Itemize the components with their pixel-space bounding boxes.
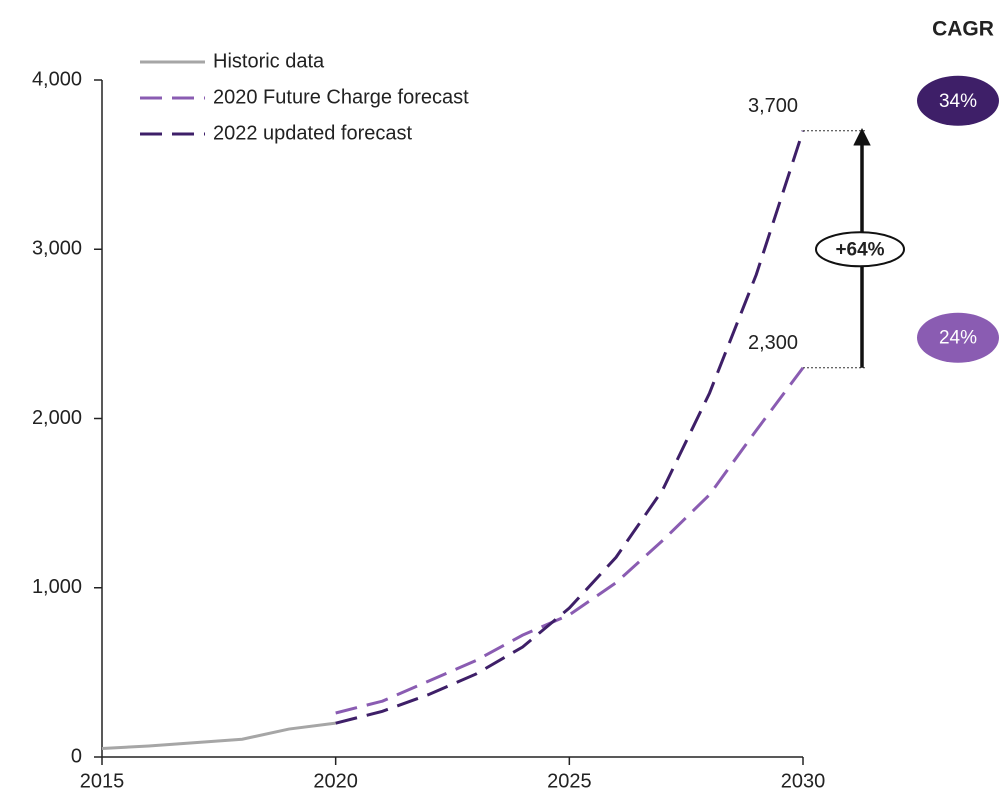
x-tick-label: 2025 <box>547 770 592 792</box>
cagr-badge <box>917 75 999 126</box>
series-line <box>101 721 336 751</box>
y-tick-label: 1,000 <box>32 576 82 598</box>
x-tick-label: 2020 <box>313 770 358 792</box>
annotation: +64% <box>835 239 884 260</box>
y-tick-label: 4,000 <box>32 68 82 90</box>
legend-label: Historic data <box>213 50 325 72</box>
legend-label: 2020 Future Charge forecast <box>213 86 469 108</box>
cagr-label: 24% <box>939 328 977 349</box>
y-tick-label: 2,000 <box>32 407 82 429</box>
cagr-label: 34% <box>939 91 977 112</box>
x-tick-label: 2015 <box>80 770 125 792</box>
y-tick-label: 3,000 <box>32 238 82 260</box>
x-tick-label: 2030 <box>781 770 826 792</box>
legend-label: 2022 updated forecast <box>213 122 412 144</box>
cagr-title: CAGR <box>932 18 994 41</box>
cagr-badge <box>917 312 999 363</box>
annotation-bubble <box>815 231 905 268</box>
series-line <box>335 130 805 725</box>
value-label: 3,700 <box>748 95 798 117</box>
series-line <box>335 366 805 715</box>
y-tick-label: 0 <box>71 745 82 767</box>
value-label: 2,300 <box>748 332 798 354</box>
